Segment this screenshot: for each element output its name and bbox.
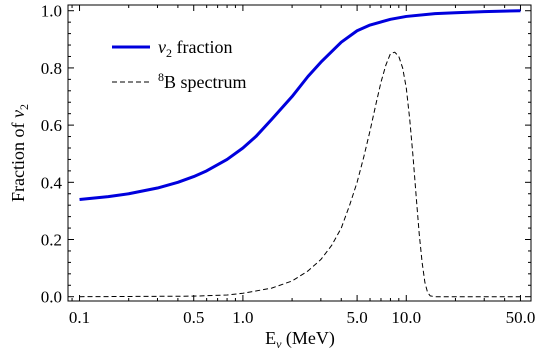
legend: ν2 fraction 8B spectrum	[112, 37, 247, 92]
x-tick-label: 0.5	[183, 308, 204, 327]
y-tick-label: 0.6	[41, 116, 62, 135]
axis-ticks	[68, 5, 531, 301]
y-tick-label: 0.4	[41, 173, 63, 192]
x-tick-label: 0.1	[69, 308, 90, 327]
x-tick-label: 5.0	[346, 308, 367, 327]
plot-frame	[68, 5, 531, 301]
x-tick-label: 50.0	[506, 308, 536, 327]
y-tick-label: 0.2	[41, 231, 62, 250]
y-axis-title: Fraction of ν2	[8, 104, 31, 202]
legend-label-8b-spectrum: 8B spectrum	[158, 70, 247, 92]
x-axis-title: Eν (MeV)	[265, 328, 335, 351]
y-tick-label: 0.0	[41, 288, 62, 307]
x-tick-label: 10.0	[391, 308, 421, 327]
series-line-nu2-fraction	[80, 11, 521, 200]
tick-labels: 0.1 0.5 1.0 5.0 10.0 50.0 0.0 0.2 0.4 0.6 0.8 1.0	[41, 2, 536, 327]
y-tick-label: 1.0	[41, 2, 62, 21]
legend-label-nu2-fraction: ν2 fraction	[158, 37, 232, 60]
x-tick-label: 1.0	[232, 308, 253, 327]
series-layer	[80, 11, 521, 297]
y-tick-label: 0.8	[41, 59, 62, 78]
